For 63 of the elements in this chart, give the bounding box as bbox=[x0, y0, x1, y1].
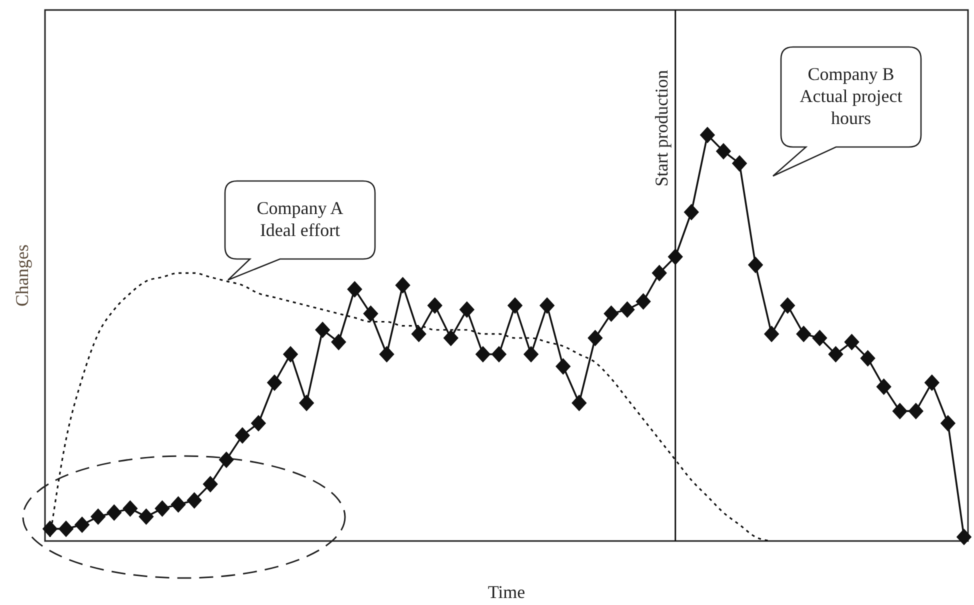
point bbox=[604, 305, 619, 322]
point bbox=[636, 293, 651, 310]
point bbox=[266, 374, 282, 391]
point bbox=[186, 492, 202, 509]
point bbox=[523, 346, 539, 363]
point bbox=[106, 504, 122, 521]
point bbox=[539, 297, 555, 314]
point bbox=[411, 326, 426, 342]
point bbox=[876, 378, 892, 396]
point bbox=[347, 280, 362, 298]
point bbox=[331, 334, 346, 350]
point bbox=[459, 301, 475, 318]
point bbox=[716, 142, 732, 160]
point bbox=[588, 330, 603, 346]
point bbox=[668, 248, 683, 266]
text: Company B Actual project hours bbox=[800, 64, 902, 128]
point bbox=[828, 346, 844, 363]
point bbox=[924, 374, 940, 391]
point bbox=[748, 256, 764, 274]
x-axis-title: Time bbox=[488, 582, 526, 602]
point bbox=[170, 496, 186, 513]
point bbox=[860, 350, 876, 367]
annotation: Start production bbox=[652, 70, 672, 186]
point bbox=[202, 476, 218, 492]
point bbox=[844, 334, 860, 350]
point bbox=[956, 528, 972, 546]
point bbox=[58, 520, 74, 538]
point bbox=[908, 402, 924, 420]
point bbox=[314, 322, 330, 338]
point bbox=[218, 452, 234, 468]
point bbox=[443, 330, 458, 346]
point bbox=[491, 346, 507, 363]
point bbox=[234, 427, 250, 444]
point bbox=[556, 358, 571, 375]
point bbox=[298, 394, 314, 412]
point bbox=[138, 508, 154, 525]
point bbox=[427, 297, 442, 314]
point bbox=[700, 126, 716, 144]
point bbox=[620, 301, 635, 318]
point bbox=[652, 264, 667, 282]
point bbox=[780, 297, 796, 314]
point bbox=[892, 402, 908, 420]
y-axis-title: Changes bbox=[12, 244, 32, 306]
annotation: Company A Ideal effort bbox=[256, 198, 344, 240]
point bbox=[940, 414, 956, 432]
point bbox=[250, 414, 266, 432]
point bbox=[764, 326, 780, 342]
point bbox=[507, 297, 523, 314]
point bbox=[363, 305, 378, 322]
point bbox=[572, 394, 587, 412]
point bbox=[812, 330, 828, 346]
point bbox=[74, 516, 90, 534]
point bbox=[475, 346, 491, 363]
point bbox=[122, 500, 138, 517]
point bbox=[282, 346, 298, 363]
point bbox=[395, 276, 410, 294]
point bbox=[379, 346, 394, 363]
point bbox=[42, 520, 58, 538]
point bbox=[154, 500, 170, 517]
point bbox=[732, 155, 748, 172]
point bbox=[796, 326, 812, 342]
point bbox=[90, 508, 106, 525]
point bbox=[684, 204, 700, 220]
